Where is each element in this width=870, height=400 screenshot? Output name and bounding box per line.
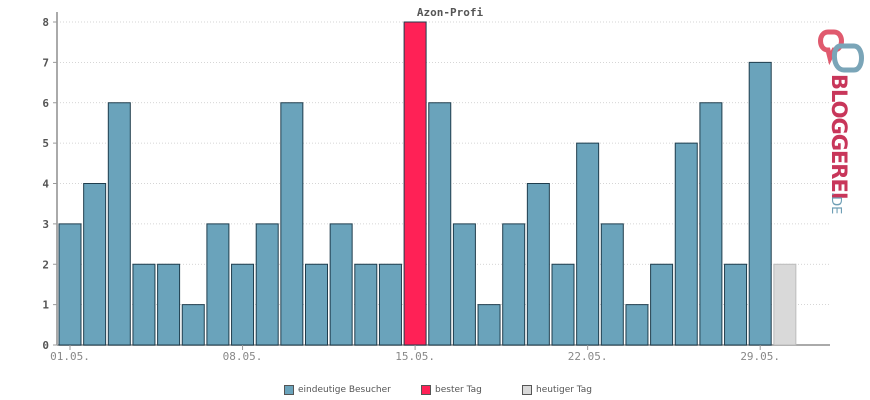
bar [132,263,156,346]
legend: eindeutige Besucher bester Tag heutiger … [0,384,870,400]
y-tick-label: 0 [42,339,49,352]
bar [181,304,205,346]
bar [329,223,353,346]
y-tick-label: 3 [42,218,49,231]
bar [255,223,279,346]
bar-today [773,263,797,346]
bloggerei-logo: BLOGGEREI .DE [808,14,870,224]
bar [58,223,82,346]
bar [107,102,131,346]
bar [231,263,255,346]
bar [452,223,476,346]
y-tick-labels: 0 1 2 3 4 5 6 7 8 [42,16,57,352]
y-tick-label: 6 [42,97,49,110]
legend-label-best-day: bester Tag [435,385,482,395]
logo-wordmark: BLOGGEREI .DE [827,74,851,214]
y-tick-label: 1 [42,299,49,312]
bar [280,102,304,346]
bar [502,223,526,346]
legend-swatch-visitors [284,385,294,395]
legend-label-today: heutiger Tag [536,385,593,395]
bar [625,304,649,346]
bar [699,102,723,346]
x-tick-label: 15.05. [395,350,435,363]
bar [477,304,501,346]
bar [428,102,452,346]
y-tick-label: 5 [42,137,49,150]
logo-icon [818,29,864,73]
legend-item-visitors: eindeutige Besucher [284,385,391,395]
legend-swatch-today [522,385,532,395]
x-tick-labels: 01.05. 08.05. 15.05. 22.05. 29.05. [50,345,780,363]
bar [724,263,748,346]
bars-group [58,21,797,346]
logo-text: BLOGGEREI [827,74,851,199]
y-tick-label: 7 [42,56,49,69]
x-tick-label: 22.05. [568,350,608,363]
legend-item-best-day: bester Tag [421,385,482,395]
x-tick-label: 29.05. [740,350,780,363]
bar [526,183,550,346]
bar [305,263,328,346]
legend-label-visitors: eindeutige Besucher [298,385,391,395]
x-tick-label: 01.05. [50,350,90,363]
bar-best-day [403,21,427,346]
legend-swatch-best-day [421,385,431,395]
x-tick-label: 08.05. [223,350,263,363]
bar [650,263,674,346]
bar [354,263,378,346]
bar [83,183,107,346]
bar [551,263,575,346]
y-tick-label: 8 [42,16,49,29]
bar [206,223,230,346]
bar [157,263,181,346]
bar [674,142,698,346]
chart-title: Azon-Profi [417,6,484,19]
bar [748,61,772,346]
logo-suffix: .DE [828,192,843,214]
bar [576,142,600,346]
bar [600,223,624,346]
bar [378,263,402,346]
legend-item-today: heutiger Tag [522,385,592,395]
y-tick-label: 2 [42,258,49,271]
y-tick-label: 4 [42,178,49,191]
